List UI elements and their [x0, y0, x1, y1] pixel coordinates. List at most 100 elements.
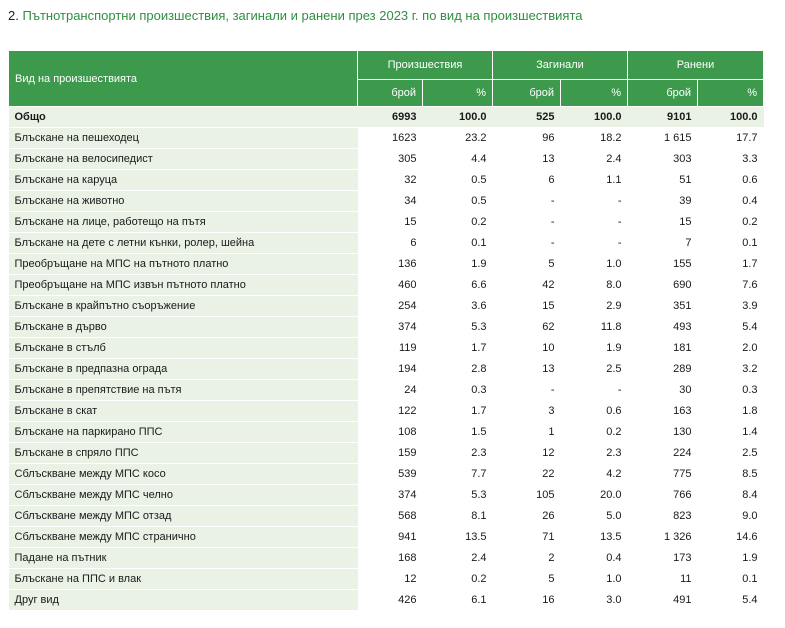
row-label: Сблъскване между МПС челно	[8, 484, 358, 506]
row-label: Общо	[8, 106, 358, 128]
table-row: Блъскане в спряло ППС 159 2.3 12 2.3 224 2.5	[8, 442, 764, 464]
cell: 1.0	[560, 253, 628, 275]
table-row: Блъскане на каруца 32 0.5 6 1.1 51 0.6	[8, 169, 764, 191]
cell: 194	[357, 358, 423, 380]
table-row: Блъскане на ППС и влак 12 0.2 5 1.0 11 0.1	[8, 568, 764, 590]
cell: -	[492, 190, 561, 212]
cell: 305	[357, 148, 423, 170]
cell: 12	[492, 442, 561, 464]
row-label: Блъскане на дете с летни кънки, ролер, ш…	[8, 232, 358, 254]
cell: 0.5	[422, 169, 493, 191]
subheader: %	[697, 79, 764, 107]
group-header: Загинали	[492, 50, 628, 80]
cell: 9101	[627, 106, 698, 128]
cell: 303	[627, 148, 698, 170]
row-label: Сблъскване между МПС косо	[8, 463, 358, 485]
label-header: Вид на произшествията	[8, 50, 358, 107]
cell: 155	[627, 253, 698, 275]
cell: 224	[627, 442, 698, 464]
table-row: Блъскане в предпазна ограда 194 2.8 13 2.5 28…	[8, 358, 764, 380]
cell: 5.4	[697, 316, 764, 338]
cell: 108	[357, 421, 423, 443]
cell: 2.9	[560, 295, 628, 317]
row-label: Друг вид	[8, 589, 358, 611]
cell: 1.1	[560, 169, 628, 191]
cell: 1.0	[560, 568, 628, 590]
cell: 1.5	[422, 421, 493, 443]
cell: 17.7	[697, 127, 764, 149]
cell: 5.4	[697, 589, 764, 611]
cell: 7.6	[697, 274, 764, 296]
cell: 11	[627, 568, 698, 590]
cell: 1	[492, 421, 561, 443]
cell: 13.5	[560, 526, 628, 548]
cell: 96	[492, 127, 561, 149]
cell: 119	[357, 337, 423, 359]
cell: 14.6	[697, 526, 764, 548]
table-row: Сблъскване между МПС отзад 568 8.1 26 5.0 823…	[8, 505, 764, 527]
cell: 289	[627, 358, 698, 380]
cell: 105	[492, 484, 561, 506]
cell: 5.3	[422, 484, 493, 506]
cell: 539	[357, 463, 423, 485]
table-row: Падане на пътник 168 2.4 2 0.4 173 1.9	[8, 547, 764, 569]
cell: 42	[492, 274, 561, 296]
cell: 0.6	[560, 400, 628, 422]
row-label: Сблъскване между МПС отзад	[8, 505, 358, 527]
cell: 6	[357, 232, 423, 254]
cell: 163	[627, 400, 698, 422]
cell: 4.2	[560, 463, 628, 485]
row-label: Преобръщане на МПС извън пътното платно	[8, 274, 358, 296]
cell: 34	[357, 190, 423, 212]
cell: 6.6	[422, 274, 493, 296]
row-label: Блъскане в препятствие на пътя	[8, 379, 358, 401]
cell: 15	[357, 211, 423, 233]
cell: 1.9	[560, 337, 628, 359]
title-text: Пътнотранспортни произшествия, загинали …	[22, 8, 583, 23]
cell: 1.8	[697, 400, 764, 422]
table-row: Блъскане в дърво 374 5.3 62 11.8 493 5.4	[8, 316, 764, 338]
cell: 0.6	[697, 169, 764, 191]
cell: 775	[627, 463, 698, 485]
cell: 1.4	[697, 421, 764, 443]
subheader: брой	[627, 79, 698, 107]
cell: 2.3	[422, 442, 493, 464]
cell: 426	[357, 589, 423, 611]
cell: 18.2	[560, 127, 628, 149]
cell: 0.2	[697, 211, 764, 233]
group-header: Произшествия	[357, 50, 493, 80]
table-row: Блъскане на дете с летни кънки, ролер, ш…	[8, 232, 764, 254]
subheader: %	[560, 79, 628, 107]
cell: 1.9	[697, 547, 764, 569]
cell: 8.0	[560, 274, 628, 296]
subheader: %	[422, 79, 493, 107]
cell: -	[492, 232, 561, 254]
table-title: 2. Пътнотранспортни произшествия, загина…	[8, 8, 583, 23]
cell: 0.5	[422, 190, 493, 212]
cell: 39	[627, 190, 698, 212]
cell: 374	[357, 316, 423, 338]
row-label: Преобръщане на МПС на пътното платно	[8, 253, 358, 275]
cell: -	[560, 379, 628, 401]
cell: 941	[357, 526, 423, 548]
cell: 3	[492, 400, 561, 422]
table-body: Общо 6993 100.0 525 100.0 9101 100.0 Блъскане н…	[8, 106, 764, 611]
cell: 12	[357, 568, 423, 590]
row-label: Блъскане в скат	[8, 400, 358, 422]
cell: 0.1	[697, 568, 764, 590]
cell: 2.0	[697, 337, 764, 359]
cell: 1.7	[422, 337, 493, 359]
cell: 0.4	[560, 547, 628, 569]
cell: -	[560, 190, 628, 212]
cell: 823	[627, 505, 698, 527]
row-label: Блъскане в крайпътно съоръжение	[8, 295, 358, 317]
cell: -	[560, 232, 628, 254]
table-row: Друг вид 426 6.1 16 3.0 491 5.4	[8, 589, 764, 611]
cell: 1.7	[422, 400, 493, 422]
row-label: Блъскане на пешеходец	[8, 127, 358, 149]
cell: 30	[627, 379, 698, 401]
header-row: Вид на произшествията Произшествия Загинал…	[8, 50, 764, 107]
cell: 1 326	[627, 526, 698, 548]
cell: 3.6	[422, 295, 493, 317]
row-label: Блъскане на велосипедист	[8, 148, 358, 170]
